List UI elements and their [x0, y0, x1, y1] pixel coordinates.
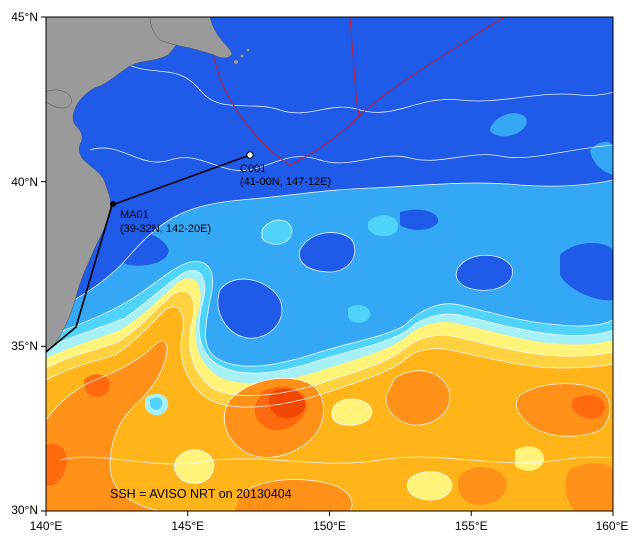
ssh-level-3-patch: [368, 215, 399, 237]
cruise-track: [45, 154, 251, 353]
ssh-level-1-eddy: [560, 243, 613, 301]
lon-label: 140°E: [30, 519, 63, 533]
ssh-level-8-region: [235, 479, 353, 511]
ssh-level-5-pocket: [331, 398, 373, 426]
ssh-contours: [46, 59, 613, 511]
land-island: [240, 54, 244, 58]
station-c001-coords: (41-00N, 147-12E): [240, 176, 331, 188]
ssh-level-10-core: [269, 388, 306, 419]
station-ma01-coords: (39-32N, 142-20E): [120, 223, 211, 235]
ssh-level-5-pocket: [515, 446, 545, 471]
tick-marks: [41, 16, 614, 516]
ssh-level-9-core: [84, 374, 110, 397]
lon-label: 155°E: [455, 519, 488, 533]
ssh-level-8-region: [46, 340, 167, 511]
station-c001: C001 (41-00N, 147-12E): [240, 151, 331, 188]
lat-label: 45°N: [11, 10, 38, 24]
lat-label: 35°N: [11, 339, 38, 353]
land-island: [233, 59, 239, 65]
lat-axis-labels: 45°N 40°N 35°N 30°N: [11, 10, 38, 517]
lon-label: 145°E: [171, 519, 204, 533]
ssh-level-3-pocket: [150, 397, 163, 410]
ssh-level-3-patch: [348, 305, 371, 323]
ssh-field: [46, 17, 613, 511]
land-japan: [46, 17, 191, 353]
station-ma01-name: MA01: [120, 209, 149, 221]
station-ma01-marker: [110, 201, 116, 207]
ssh-level-8-region: [458, 467, 507, 505]
ssh-level-5-pocket: [174, 449, 214, 484]
ssh-level-8-region: [385, 370, 450, 426]
lon-label: 150°E: [313, 519, 346, 533]
ssh-level-2-patch: [490, 113, 527, 137]
ssh-level-5-pocket: [407, 471, 452, 501]
ssh-level-1-eddy: [109, 231, 169, 266]
lat-label: 30°N: [11, 503, 38, 517]
ssh-level-9-core: [46, 443, 67, 486]
ssh-level-2-patch: [590, 141, 613, 175]
land-island: [246, 48, 250, 52]
ssh-level-1-eddy: [400, 209, 439, 230]
lat-label: 40°N: [11, 175, 38, 189]
ssh-level-3-patch: [262, 220, 292, 245]
ssh-level-1-eddy: [299, 232, 355, 272]
ssh-level-1-eddy: [456, 255, 513, 291]
land-peninsula: [46, 89, 72, 109]
lon-label: 160°E: [596, 519, 629, 533]
lon-axis-labels: 140°E 145°E 150°E 155°E 160°E: [30, 519, 629, 533]
ssh-level-9-core: [571, 395, 605, 419]
land-hokkaido-east: [149, 17, 233, 59]
ssh-level-8-region: [565, 463, 613, 511]
station-c001-name: C001: [240, 163, 266, 175]
ssh-level-1-eddy: [217, 279, 282, 339]
map-caption: SSH = AVISO NRT on 20130404: [110, 487, 292, 501]
station-c001-marker: [246, 151, 254, 159]
station-ma01: MA01 (39-32N, 142-20E): [110, 201, 211, 235]
